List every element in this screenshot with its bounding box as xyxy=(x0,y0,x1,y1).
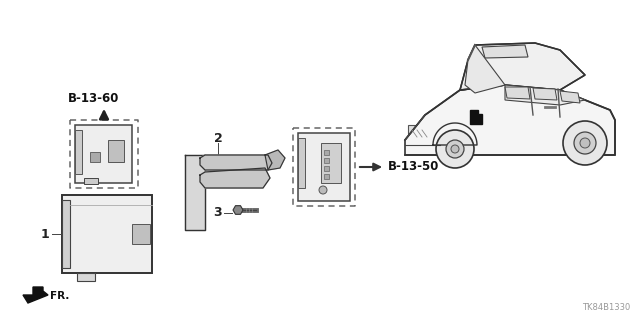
Polygon shape xyxy=(200,168,270,188)
Bar xyxy=(298,138,305,188)
Polygon shape xyxy=(560,91,580,103)
Bar xyxy=(62,200,70,268)
Circle shape xyxy=(436,130,474,168)
Polygon shape xyxy=(465,45,505,93)
Bar xyxy=(324,166,329,171)
Polygon shape xyxy=(23,287,48,303)
Polygon shape xyxy=(533,88,557,100)
Text: B-13-50: B-13-50 xyxy=(388,161,440,173)
Bar xyxy=(90,152,100,162)
Circle shape xyxy=(580,138,590,148)
Circle shape xyxy=(319,186,327,194)
Polygon shape xyxy=(460,43,585,90)
Bar xyxy=(77,273,95,281)
Circle shape xyxy=(451,145,459,153)
Bar xyxy=(75,125,132,183)
Bar xyxy=(62,195,152,273)
Bar xyxy=(324,158,329,163)
Bar xyxy=(324,174,329,179)
Bar xyxy=(408,125,426,135)
Text: 2: 2 xyxy=(214,132,222,145)
Polygon shape xyxy=(470,110,482,124)
Bar xyxy=(108,140,124,162)
Text: 3: 3 xyxy=(214,206,222,220)
Circle shape xyxy=(446,140,464,158)
Polygon shape xyxy=(505,85,585,105)
Text: B-13-60: B-13-60 xyxy=(68,92,120,105)
Circle shape xyxy=(563,121,607,165)
Polygon shape xyxy=(505,87,530,99)
Text: TK84B1330: TK84B1330 xyxy=(582,303,630,312)
Polygon shape xyxy=(405,85,615,155)
Bar xyxy=(324,150,329,155)
Polygon shape xyxy=(233,206,243,214)
Circle shape xyxy=(574,132,596,154)
Polygon shape xyxy=(265,150,285,170)
Bar xyxy=(75,130,82,174)
Polygon shape xyxy=(200,155,272,170)
Bar xyxy=(190,195,199,204)
Text: FR.: FR. xyxy=(50,291,69,301)
Bar xyxy=(321,143,341,183)
Polygon shape xyxy=(482,45,528,58)
Text: 1: 1 xyxy=(40,228,49,241)
Bar xyxy=(84,178,98,184)
Polygon shape xyxy=(185,155,205,230)
Bar xyxy=(298,133,350,201)
Bar xyxy=(132,224,150,244)
